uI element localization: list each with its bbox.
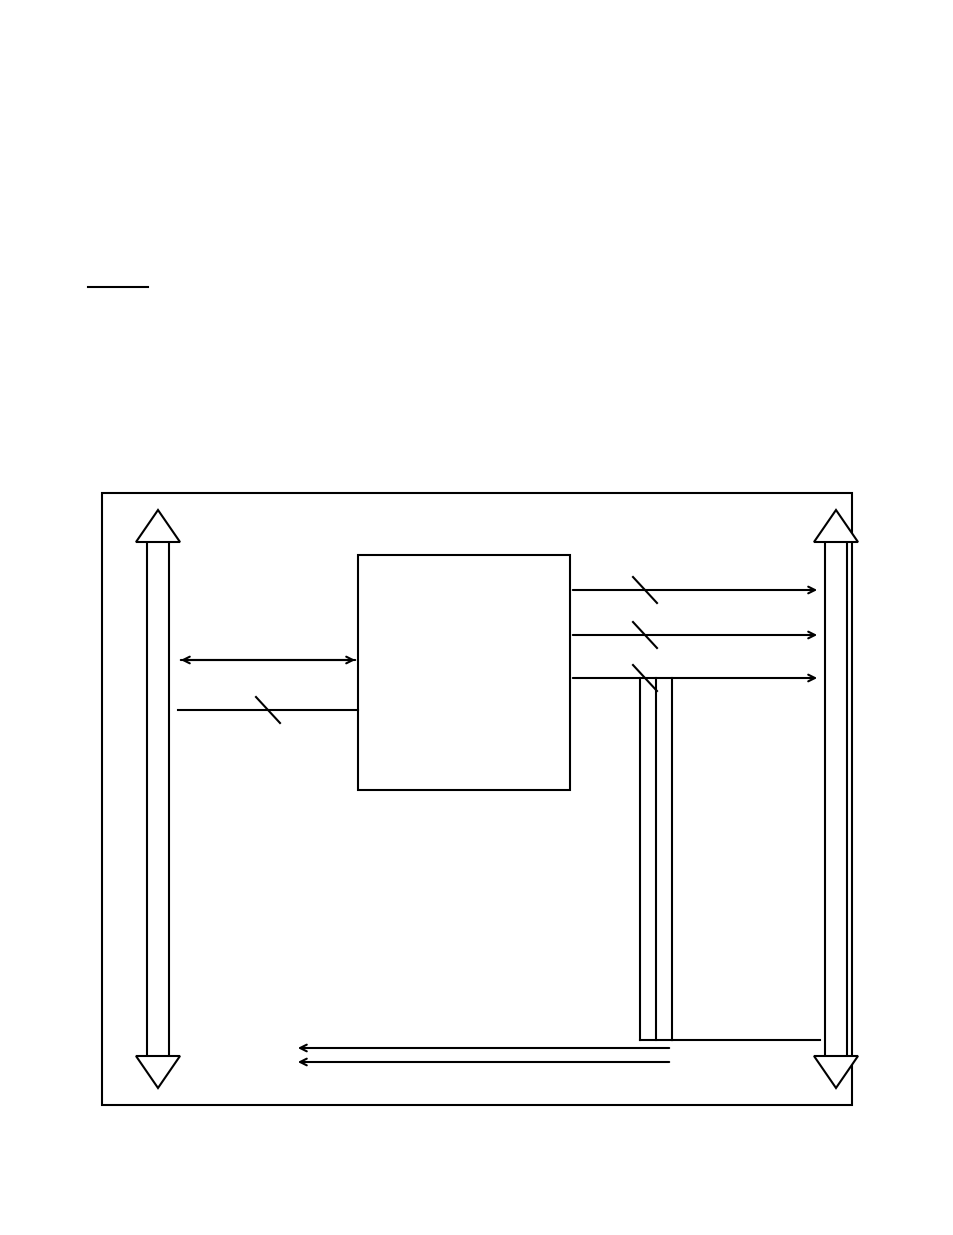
Polygon shape <box>136 1056 180 1088</box>
Polygon shape <box>136 510 180 542</box>
Polygon shape <box>813 510 857 542</box>
Bar <box>102 493 851 1105</box>
Polygon shape <box>813 1056 857 1088</box>
Bar <box>357 555 569 790</box>
